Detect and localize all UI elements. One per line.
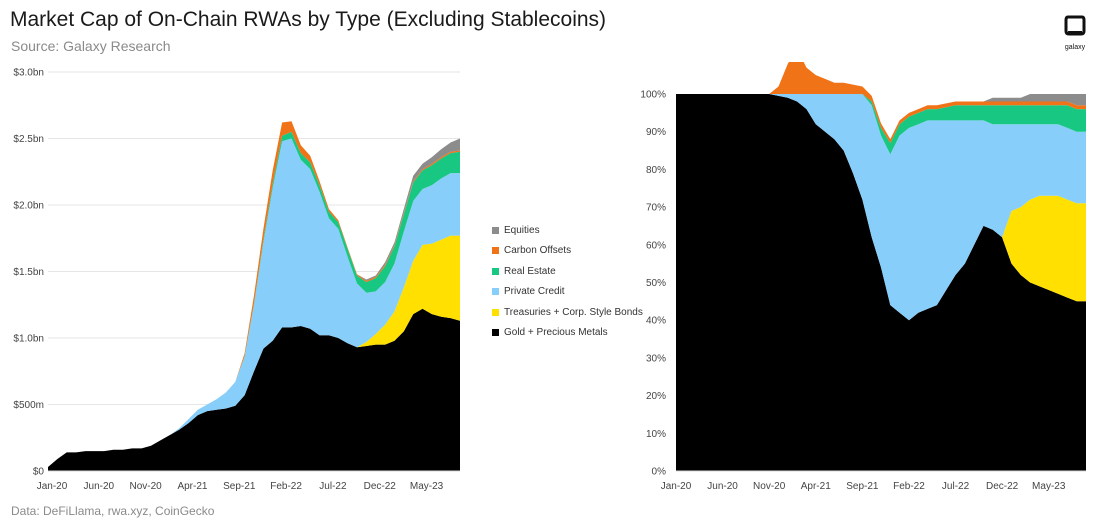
x-tick-label: Jan-20 <box>37 481 68 492</box>
data-source-note: Data: DeFiLlama, rwa.xyz, CoinGecko <box>11 504 215 518</box>
x-tick-label: Jul-22 <box>942 481 970 492</box>
y-tick-label: 0% <box>652 467 667 478</box>
y-tick-label: $3.0bn <box>13 68 44 79</box>
legend-swatch <box>492 308 499 316</box>
legend-label: Real Estate <box>504 265 556 277</box>
legend-swatch <box>492 247 499 255</box>
legend-swatch <box>492 329 499 337</box>
x-tick-label: Dec-22 <box>364 481 397 492</box>
legend-label: Gold + Precious Metals <box>504 327 608 339</box>
x-tick-label: Feb-22 <box>893 481 925 492</box>
y-tick-label: $1.5bn <box>13 267 44 278</box>
area-treasuries-corp-style-bonds <box>48 235 460 467</box>
galaxy-logo-text: galaxy <box>1064 44 1086 51</box>
legend-item-carbon-offsets: Carbon Offsets <box>492 241 643 262</box>
x-tick-label: Sep-21 <box>223 481 256 492</box>
area-gold-precious-metals <box>48 308 460 471</box>
y-tick-label: 30% <box>646 353 666 364</box>
legend-swatch <box>492 226 499 234</box>
y-tick-label: 20% <box>646 391 666 402</box>
legend-label: Equities <box>504 224 540 236</box>
legend-item-real-estate: Real Estate <box>492 261 643 282</box>
chart-subtitle: Source: Galaxy Research <box>11 38 171 54</box>
chart-legend: Equities Carbon Offsets Real Estate Private… <box>492 220 643 343</box>
y-tick-label: $2.0bn <box>13 201 44 212</box>
y-tick-label: 50% <box>646 278 666 289</box>
y-tick-label: $0 <box>33 467 45 478</box>
legend-item-treasuries-corp-style-bonds: Treasuries + Corp. Style Bonds <box>492 302 643 323</box>
y-tick-label: $2.5bn <box>13 134 44 145</box>
y-tick-label: 40% <box>646 316 666 327</box>
x-tick-label: Apr-21 <box>177 481 207 492</box>
x-tick-label: Jul-22 <box>319 481 347 492</box>
x-tick-label: May-23 <box>410 481 444 492</box>
x-tick-label: Nov-20 <box>753 481 786 492</box>
chart-title: Market Cap of On-Chain RWAs by Type (Exc… <box>10 8 607 31</box>
x-tick-label: Nov-20 <box>130 481 163 492</box>
x-tick-label: Feb-22 <box>270 481 302 492</box>
legend-item-gold-precious-metals: Gold + Precious Metals <box>492 323 643 344</box>
x-tick-label: May-23 <box>1032 481 1066 492</box>
left-area-chart: $0 $500m $1.0bn $1.5bn $2.0bn $2.5bn $3.0bn Jan… <box>13 68 460 492</box>
area-real-estate <box>676 94 1086 155</box>
y-tick-label: 90% <box>646 127 666 138</box>
galaxy-logo-icon <box>1064 15 1086 36</box>
y-tick-label: 100% <box>640 90 666 101</box>
x-tick-label: Jun-20 <box>707 481 738 492</box>
area-private-credit <box>676 94 1086 321</box>
legend-label: Treasuries + Corp. Style Bonds <box>504 306 643 318</box>
y-tick-label: 70% <box>646 203 666 214</box>
x-tick-label: Jun-20 <box>84 481 115 492</box>
area-gold-precious-metals <box>676 94 1086 471</box>
legend-item-private-credit: Private Credit <box>492 282 643 303</box>
area-carbon-offsets <box>676 62 1086 143</box>
y-tick-label: $1.0bn <box>13 334 44 345</box>
y-tick-label: 60% <box>646 240 666 251</box>
legend-swatch <box>492 288 499 296</box>
legend-label: Carbon Offsets <box>504 245 572 257</box>
area-private-credit <box>48 138 460 467</box>
legend-swatch <box>492 267 499 275</box>
x-tick-label: Jan-20 <box>661 481 692 492</box>
y-tick-label: 80% <box>646 165 666 176</box>
x-tick-label: Apr-21 <box>801 481 831 492</box>
legend-item-equities: Equities <box>492 220 643 241</box>
y-tick-label: $500m <box>13 400 44 411</box>
x-tick-label: Sep-21 <box>846 481 879 492</box>
y-tick-label: 10% <box>646 429 666 440</box>
galaxy-logo: galaxy <box>1060 14 1090 51</box>
area-equities <box>676 62 1086 140</box>
x-tick-label: Dec-22 <box>986 481 1019 492</box>
legend-label: Private Credit <box>504 286 565 298</box>
right-percent-area-chart: 0% 10% 20% 30% 40% 50% 60% 70% 80% 90% 100% Jan-20 J… <box>640 62 1086 492</box>
